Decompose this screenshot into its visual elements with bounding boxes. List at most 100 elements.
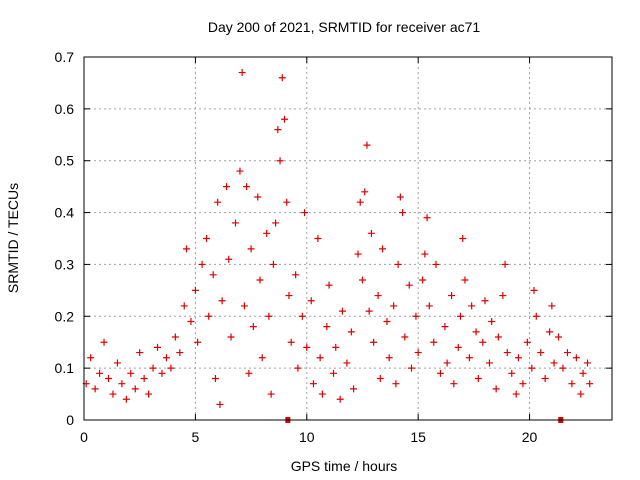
data-point	[474, 375, 482, 383]
y-tick-label: 0.1	[55, 360, 75, 376]
data-point	[292, 271, 300, 279]
x-tick-label: 0	[80, 429, 88, 445]
data-point	[361, 188, 369, 196]
y-tick-label: 0.6	[55, 101, 75, 117]
data-point	[149, 364, 157, 372]
data-point	[245, 369, 253, 377]
data-point	[307, 297, 315, 305]
data-point	[254, 193, 262, 201]
data-point	[370, 338, 378, 346]
x-tick-label: 5	[191, 429, 199, 445]
data-point	[508, 369, 516, 377]
data-point	[223, 183, 231, 191]
data-point	[528, 364, 536, 372]
data-point	[485, 359, 493, 367]
data-point	[258, 354, 266, 362]
data-point	[263, 229, 271, 237]
data-point	[430, 338, 438, 346]
data-point	[421, 250, 429, 258]
data-point	[412, 312, 420, 320]
data-point	[276, 157, 284, 165]
data-point	[394, 260, 402, 268]
data-point	[354, 250, 362, 258]
data-point	[461, 276, 469, 284]
data-point	[198, 260, 206, 268]
data-point	[247, 245, 255, 253]
data-point	[407, 364, 415, 372]
data-point	[448, 292, 456, 300]
y-tick-label: 0.2	[55, 308, 75, 324]
data-point	[256, 276, 264, 284]
data-point	[363, 141, 371, 149]
data-point	[236, 167, 244, 175]
data-point	[180, 302, 188, 310]
data-point	[481, 297, 489, 305]
data-point	[532, 312, 540, 320]
data-point	[269, 260, 277, 268]
data-point	[414, 349, 422, 357]
data-point	[131, 385, 139, 393]
data-point	[303, 343, 311, 351]
data-point	[555, 333, 563, 341]
data-point	[187, 317, 195, 325]
data-point	[494, 333, 502, 341]
x-tick-label: 20	[522, 429, 538, 445]
data-point	[211, 375, 219, 383]
data-point	[205, 312, 213, 320]
data-point	[91, 385, 99, 393]
data-point	[285, 292, 293, 300]
data-point	[194, 338, 202, 346]
data-point	[145, 390, 153, 398]
data-point	[298, 312, 306, 320]
data-point	[568, 380, 576, 388]
data-point	[383, 317, 391, 325]
y-tick-label: 0.7	[55, 49, 75, 65]
data-point	[281, 115, 289, 123]
data-point	[216, 400, 224, 408]
data-point	[367, 229, 375, 237]
data-point	[537, 349, 545, 357]
data-point	[191, 286, 199, 294]
data-point	[586, 380, 594, 388]
chart-title: Day 200 of 2021, SRMTID for receiver ac7…	[208, 19, 481, 35]
data-point	[468, 302, 476, 310]
data-point	[105, 375, 113, 383]
data-point	[314, 235, 322, 242]
data-point	[325, 281, 333, 289]
data-point	[243, 183, 251, 191]
data-point	[457, 312, 465, 320]
data-point	[512, 390, 520, 398]
data-point	[318, 390, 326, 398]
data-point	[356, 198, 364, 206]
data-point	[548, 302, 556, 310]
data-point	[238, 69, 246, 77]
plot-frame	[83, 56, 613, 421]
data-point	[499, 292, 507, 300]
data-point	[309, 380, 317, 388]
data-point	[336, 395, 344, 403]
data-point	[283, 198, 291, 206]
data-point	[385, 354, 393, 362]
data-point	[231, 219, 239, 227]
data-point	[209, 271, 217, 279]
x-tick-label: 10	[299, 429, 315, 445]
data-point	[182, 245, 190, 253]
data-point	[450, 380, 458, 388]
data-point	[96, 369, 104, 377]
data-point	[577, 390, 585, 398]
data-point	[559, 364, 567, 372]
data-point	[365, 307, 373, 315]
data-points	[82, 69, 594, 408]
data-point	[465, 354, 473, 362]
data-point	[423, 214, 431, 222]
data-point	[401, 333, 409, 341]
y-axis-label: SRMTID / TECUs	[5, 183, 21, 293]
data-point	[100, 338, 108, 346]
data-point	[274, 126, 282, 134]
data-point	[332, 343, 340, 351]
data-point	[479, 338, 487, 346]
data-point	[572, 354, 580, 362]
data-point	[176, 349, 184, 357]
x-tick-label: 15	[410, 429, 426, 445]
